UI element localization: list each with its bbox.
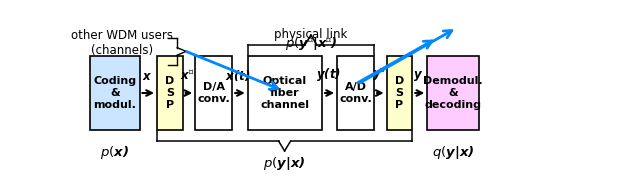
Text: Coding
&
modul.: Coding & modul. bbox=[93, 76, 136, 110]
Text: Demodul.
&
decoding: Demodul. & decoding bbox=[424, 76, 483, 110]
Text: $\bfit{x}'$: $\bfit{x}'$ bbox=[180, 69, 195, 83]
FancyBboxPatch shape bbox=[248, 56, 322, 130]
Text: $\bfit{x}$: $\bfit{x}$ bbox=[142, 70, 153, 83]
Text: $p(\bfit{y}'|\bfit{x}')$: $p(\bfit{y}'|\bfit{x}')$ bbox=[285, 35, 337, 52]
Text: D/A
conv.: D/A conv. bbox=[197, 82, 230, 104]
Text: $\bfit{y}$: $\bfit{y}$ bbox=[413, 69, 423, 83]
Text: A/D
conv.: A/D conv. bbox=[339, 82, 372, 104]
Text: $\bfit{y}(t)$: $\bfit{y}(t)$ bbox=[316, 66, 340, 83]
Text: $p(\bfit{y}|\bfit{x})$: $p(\bfit{y}|\bfit{x})$ bbox=[264, 155, 306, 172]
FancyBboxPatch shape bbox=[387, 56, 412, 130]
FancyBboxPatch shape bbox=[195, 56, 232, 130]
FancyBboxPatch shape bbox=[428, 56, 479, 130]
Text: $q(\bfit{y}|\bfit{x})$: $q(\bfit{y}|\bfit{x})$ bbox=[432, 144, 474, 161]
Text: D
S
P: D S P bbox=[165, 76, 175, 110]
Text: $\bfit{x}(t)$: $\bfit{x}(t)$ bbox=[225, 68, 250, 83]
FancyBboxPatch shape bbox=[90, 56, 140, 130]
Text: physical link: physical link bbox=[274, 28, 348, 41]
Text: other WDM users
(channels): other WDM users (channels) bbox=[71, 29, 173, 57]
FancyBboxPatch shape bbox=[157, 56, 182, 130]
Text: $p(\bfit{x})$: $p(\bfit{x})$ bbox=[100, 144, 129, 161]
Text: $\bfit{y}'$: $\bfit{y}'$ bbox=[372, 66, 386, 83]
Text: D
S
P: D S P bbox=[395, 76, 404, 110]
Text: Optical
fiber
channel: Optical fiber channel bbox=[260, 76, 309, 110]
FancyBboxPatch shape bbox=[337, 56, 374, 130]
